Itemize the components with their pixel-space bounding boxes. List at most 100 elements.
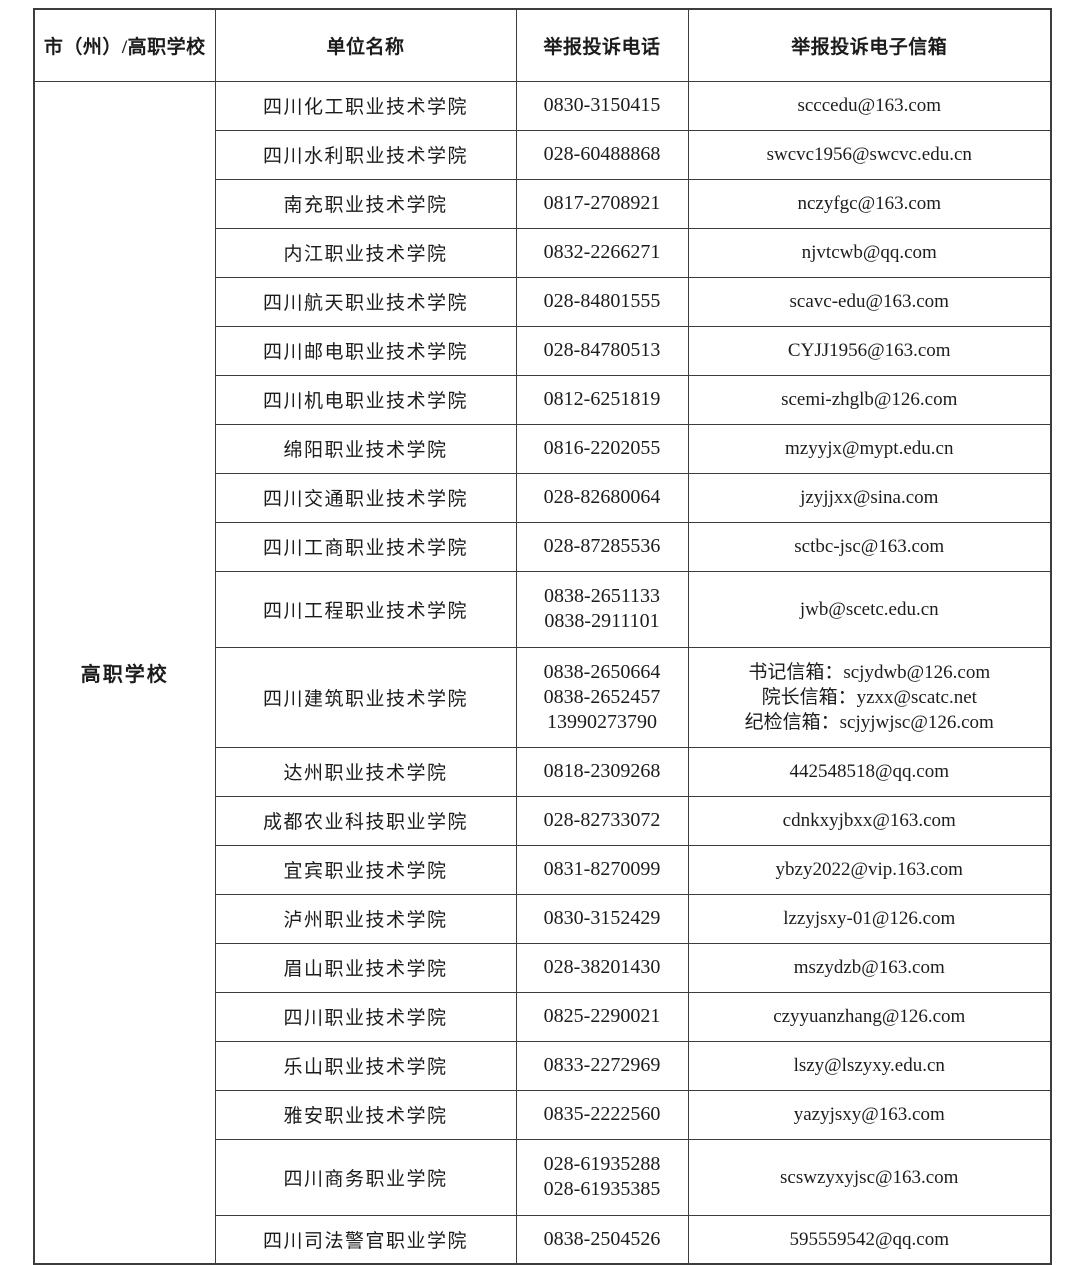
table-row: 四川司法警官职业学院 0838-2504526 595559542@qq.com xyxy=(34,1214,1052,1265)
school-name-cell: 成都农业科技职业学院 xyxy=(214,795,517,846)
phone-cell: 0830-3150415 xyxy=(515,80,689,131)
table-row: 四川工程职业技术学院 0838-2651133 0838-2911101 jwb… xyxy=(34,570,1052,648)
table-row: 内江职业技术学院 0832-2266271 njvtcwb@qq.com xyxy=(34,227,1052,278)
email-cell: scemi-zhglb@126.com xyxy=(687,374,1052,425)
school-name-cell: 四川交通职业技术学院 xyxy=(214,472,517,523)
school-name-cell: 绵阳职业技术学院 xyxy=(214,423,517,474)
table-row: 南充职业技术学院 0817-2708921 nczyfgc@163.com xyxy=(34,178,1052,229)
email-cell: cdnkxyjbxx@163.com xyxy=(687,795,1052,846)
email-cell: czyyuanzhang@126.com xyxy=(687,991,1052,1042)
school-name-cell: 四川工程职业技术学院 xyxy=(214,570,517,648)
email-cell: scccedu@163.com xyxy=(687,80,1052,131)
phone-cell: 0830-3152429 xyxy=(515,893,689,944)
phone-cell: 028-61935288 028-61935385 xyxy=(515,1138,689,1216)
phone-line: 0838-2652457 xyxy=(543,685,661,708)
email-cell: scavc-edu@163.com xyxy=(687,276,1052,327)
phone-cell: 0831-8270099 xyxy=(515,844,689,895)
phone-cell: 028-82680064 xyxy=(515,472,689,523)
table-row: 四川建筑职业技术学院 0838-2650664 0838-2652457 139… xyxy=(34,646,1052,748)
school-name-cell: 四川司法警官职业学院 xyxy=(214,1214,517,1265)
email-cell: jzyjjxx@sina.com xyxy=(687,472,1052,523)
email-cell: njvtcwb@qq.com xyxy=(687,227,1052,278)
header-region-column: 市（州）/高职学校 xyxy=(33,8,216,82)
school-name-cell: 宜宾职业技术学院 xyxy=(214,844,517,895)
group-label-cell: 高职学校 xyxy=(33,80,216,1265)
table-row: 四川航天职业技术学院 028-84801555 scavc-edu@163.co… xyxy=(34,276,1052,327)
email-line: 纪检信箱：scjyjwjsc@126.com xyxy=(744,711,994,733)
school-name-cell: 乐山职业技术学院 xyxy=(214,1040,517,1091)
phone-cell: 0838-2651133 0838-2911101 xyxy=(515,570,689,648)
email-cell: sctbc-jsc@163.com xyxy=(687,521,1052,572)
school-name-cell: 四川机电职业技术学院 xyxy=(214,374,517,425)
table-row: 雅安职业技术学院 0835-2222560 yazyjsxy@163.com xyxy=(34,1089,1052,1140)
phone-cell: 0835-2222560 xyxy=(515,1089,689,1140)
school-name-cell: 四川航天职业技术学院 xyxy=(214,276,517,327)
table-row: 高职学校 四川化工职业技术学院 0830-3150415 scccedu@163… xyxy=(33,80,1052,1265)
school-name-cell: 泸州职业技术学院 xyxy=(214,893,517,944)
table-row: 乐山职业技术学院 0833-2272969 lszy@lszyxy.edu.cn xyxy=(34,1040,1052,1091)
school-name-cell: 南充职业技术学院 xyxy=(214,178,517,229)
phone-cell: 0817-2708921 xyxy=(515,178,689,229)
email-cell: 442548518@qq.com xyxy=(687,746,1052,797)
school-name-cell: 四川水利职业技术学院 xyxy=(214,129,517,180)
table-row: 泸州职业技术学院 0830-3152429 lzzyjsxy-01@126.co… xyxy=(34,893,1052,944)
complaint-contact-table: 市（州）/高职学校 单位名称 举报投诉电话 举报投诉电子信箱 高职学校 四川化工… xyxy=(33,8,1052,1265)
school-name-cell: 四川建筑职业技术学院 xyxy=(214,646,517,748)
email-cell: yazyjsxy@163.com xyxy=(687,1089,1052,1140)
phone-cell: 028-84801555 xyxy=(515,276,689,327)
phone-cell: 028-84780513 xyxy=(515,325,689,376)
email-cell: lzzyjsxy-01@126.com xyxy=(687,893,1052,944)
phone-line: 0838-2650664 xyxy=(543,660,661,683)
school-name-cell: 四川工商职业技术学院 xyxy=(214,521,517,572)
school-name-cell: 四川职业技术学院 xyxy=(214,991,517,1042)
email-cell: jwb@scetc.edu.cn xyxy=(687,570,1052,648)
phone-line: 028-61935385 xyxy=(543,1178,661,1200)
phone-cell: 0833-2272969 xyxy=(515,1040,689,1091)
school-name-cell: 雅安职业技术学院 xyxy=(214,1089,517,1140)
table-row: 四川邮电职业技术学院 028-84780513 CYJJ1956@163.com xyxy=(34,325,1052,376)
table-row: 四川水利职业技术学院 028-60488868 swcvc1956@swcvc.… xyxy=(34,129,1052,180)
email-cell: swcvc1956@swcvc.edu.cn xyxy=(687,129,1052,180)
email-cell: mzyyjx@mypt.edu.cn xyxy=(687,423,1052,474)
phone-cell: 0838-2504526 xyxy=(515,1214,689,1265)
phone-cell: 0818-2309268 xyxy=(515,746,689,797)
email-line: 院长信箱：yzxx@scatc.net xyxy=(761,686,977,708)
phone-cell: 028-82733072 xyxy=(515,795,689,846)
header-row: 市（州）/高职学校 单位名称 举报投诉电话 举报投诉电子信箱 xyxy=(33,8,1052,82)
phone-cell: 028-38201430 xyxy=(515,942,689,993)
school-name-cell: 眉山职业技术学院 xyxy=(214,942,517,993)
phone-line: 028-61935288 xyxy=(543,1153,661,1175)
header-email-column: 举报投诉电子信箱 xyxy=(687,8,1052,82)
email-cell: lszy@lszyxy.edu.cn xyxy=(687,1040,1052,1091)
email-line: 书记信箱：scjydwb@126.com xyxy=(748,661,991,683)
table-row: 四川机电职业技术学院 0812-6251819 scemi-zhglb@126.… xyxy=(34,374,1052,425)
email-cell: 书记信箱：scjydwb@126.com 院长信箱：yzxx@scatc.net… xyxy=(687,646,1052,748)
phone-line: 13990273790 xyxy=(547,710,657,733)
school-name-cell: 四川邮电职业技术学院 xyxy=(214,325,517,376)
table-row: 成都农业科技职业学院 028-82733072 cdnkxyjbxx@163.c… xyxy=(34,795,1052,846)
email-cell: nczyfgc@163.com xyxy=(687,178,1052,229)
table-row: 眉山职业技术学院 028-38201430 mszydzb@163.com xyxy=(34,942,1052,993)
school-name-cell: 四川化工职业技术学院 xyxy=(214,80,517,131)
phone-cell: 028-87285536 xyxy=(515,521,689,572)
phone-line: 0838-2911101 xyxy=(544,610,660,632)
table-row: 四川商务职业学院 028-61935288 028-61935385 scswz… xyxy=(34,1138,1052,1216)
email-cell: scswzyxyjsc@163.com xyxy=(687,1138,1052,1216)
email-cell: 595559542@qq.com xyxy=(687,1214,1052,1265)
table-row: 绵阳职业技术学院 0816-2202055 mzyyjx@mypt.edu.cn xyxy=(34,423,1052,474)
phone-cell: 028-60488868 xyxy=(515,129,689,180)
phone-cell: 0812-6251819 xyxy=(515,374,689,425)
table-row: 四川职业技术学院 0825-2290021 czyyuanzhang@126.c… xyxy=(34,991,1052,1042)
header-phone-column: 举报投诉电话 xyxy=(515,8,689,82)
email-cell: CYJJ1956@163.com xyxy=(687,325,1052,376)
email-cell: mszydzb@163.com xyxy=(687,942,1052,993)
table-row: 四川工商职业技术学院 028-87285536 sctbc-jsc@163.co… xyxy=(34,521,1052,572)
table-row: 宜宾职业技术学院 0831-8270099 ybzy2022@vip.163.c… xyxy=(34,844,1052,895)
phone-cell: 0832-2266271 xyxy=(515,227,689,278)
phone-cell: 0825-2290021 xyxy=(515,991,689,1042)
phone-cell: 0816-2202055 xyxy=(515,423,689,474)
header-unit-name-column: 单位名称 xyxy=(214,8,517,82)
table-row: 四川交通职业技术学院 028-82680064 jzyjjxx@sina.com xyxy=(34,472,1052,523)
phone-cell: 0838-2650664 0838-2652457 13990273790 xyxy=(515,646,689,748)
school-name-cell: 达州职业技术学院 xyxy=(214,746,517,797)
